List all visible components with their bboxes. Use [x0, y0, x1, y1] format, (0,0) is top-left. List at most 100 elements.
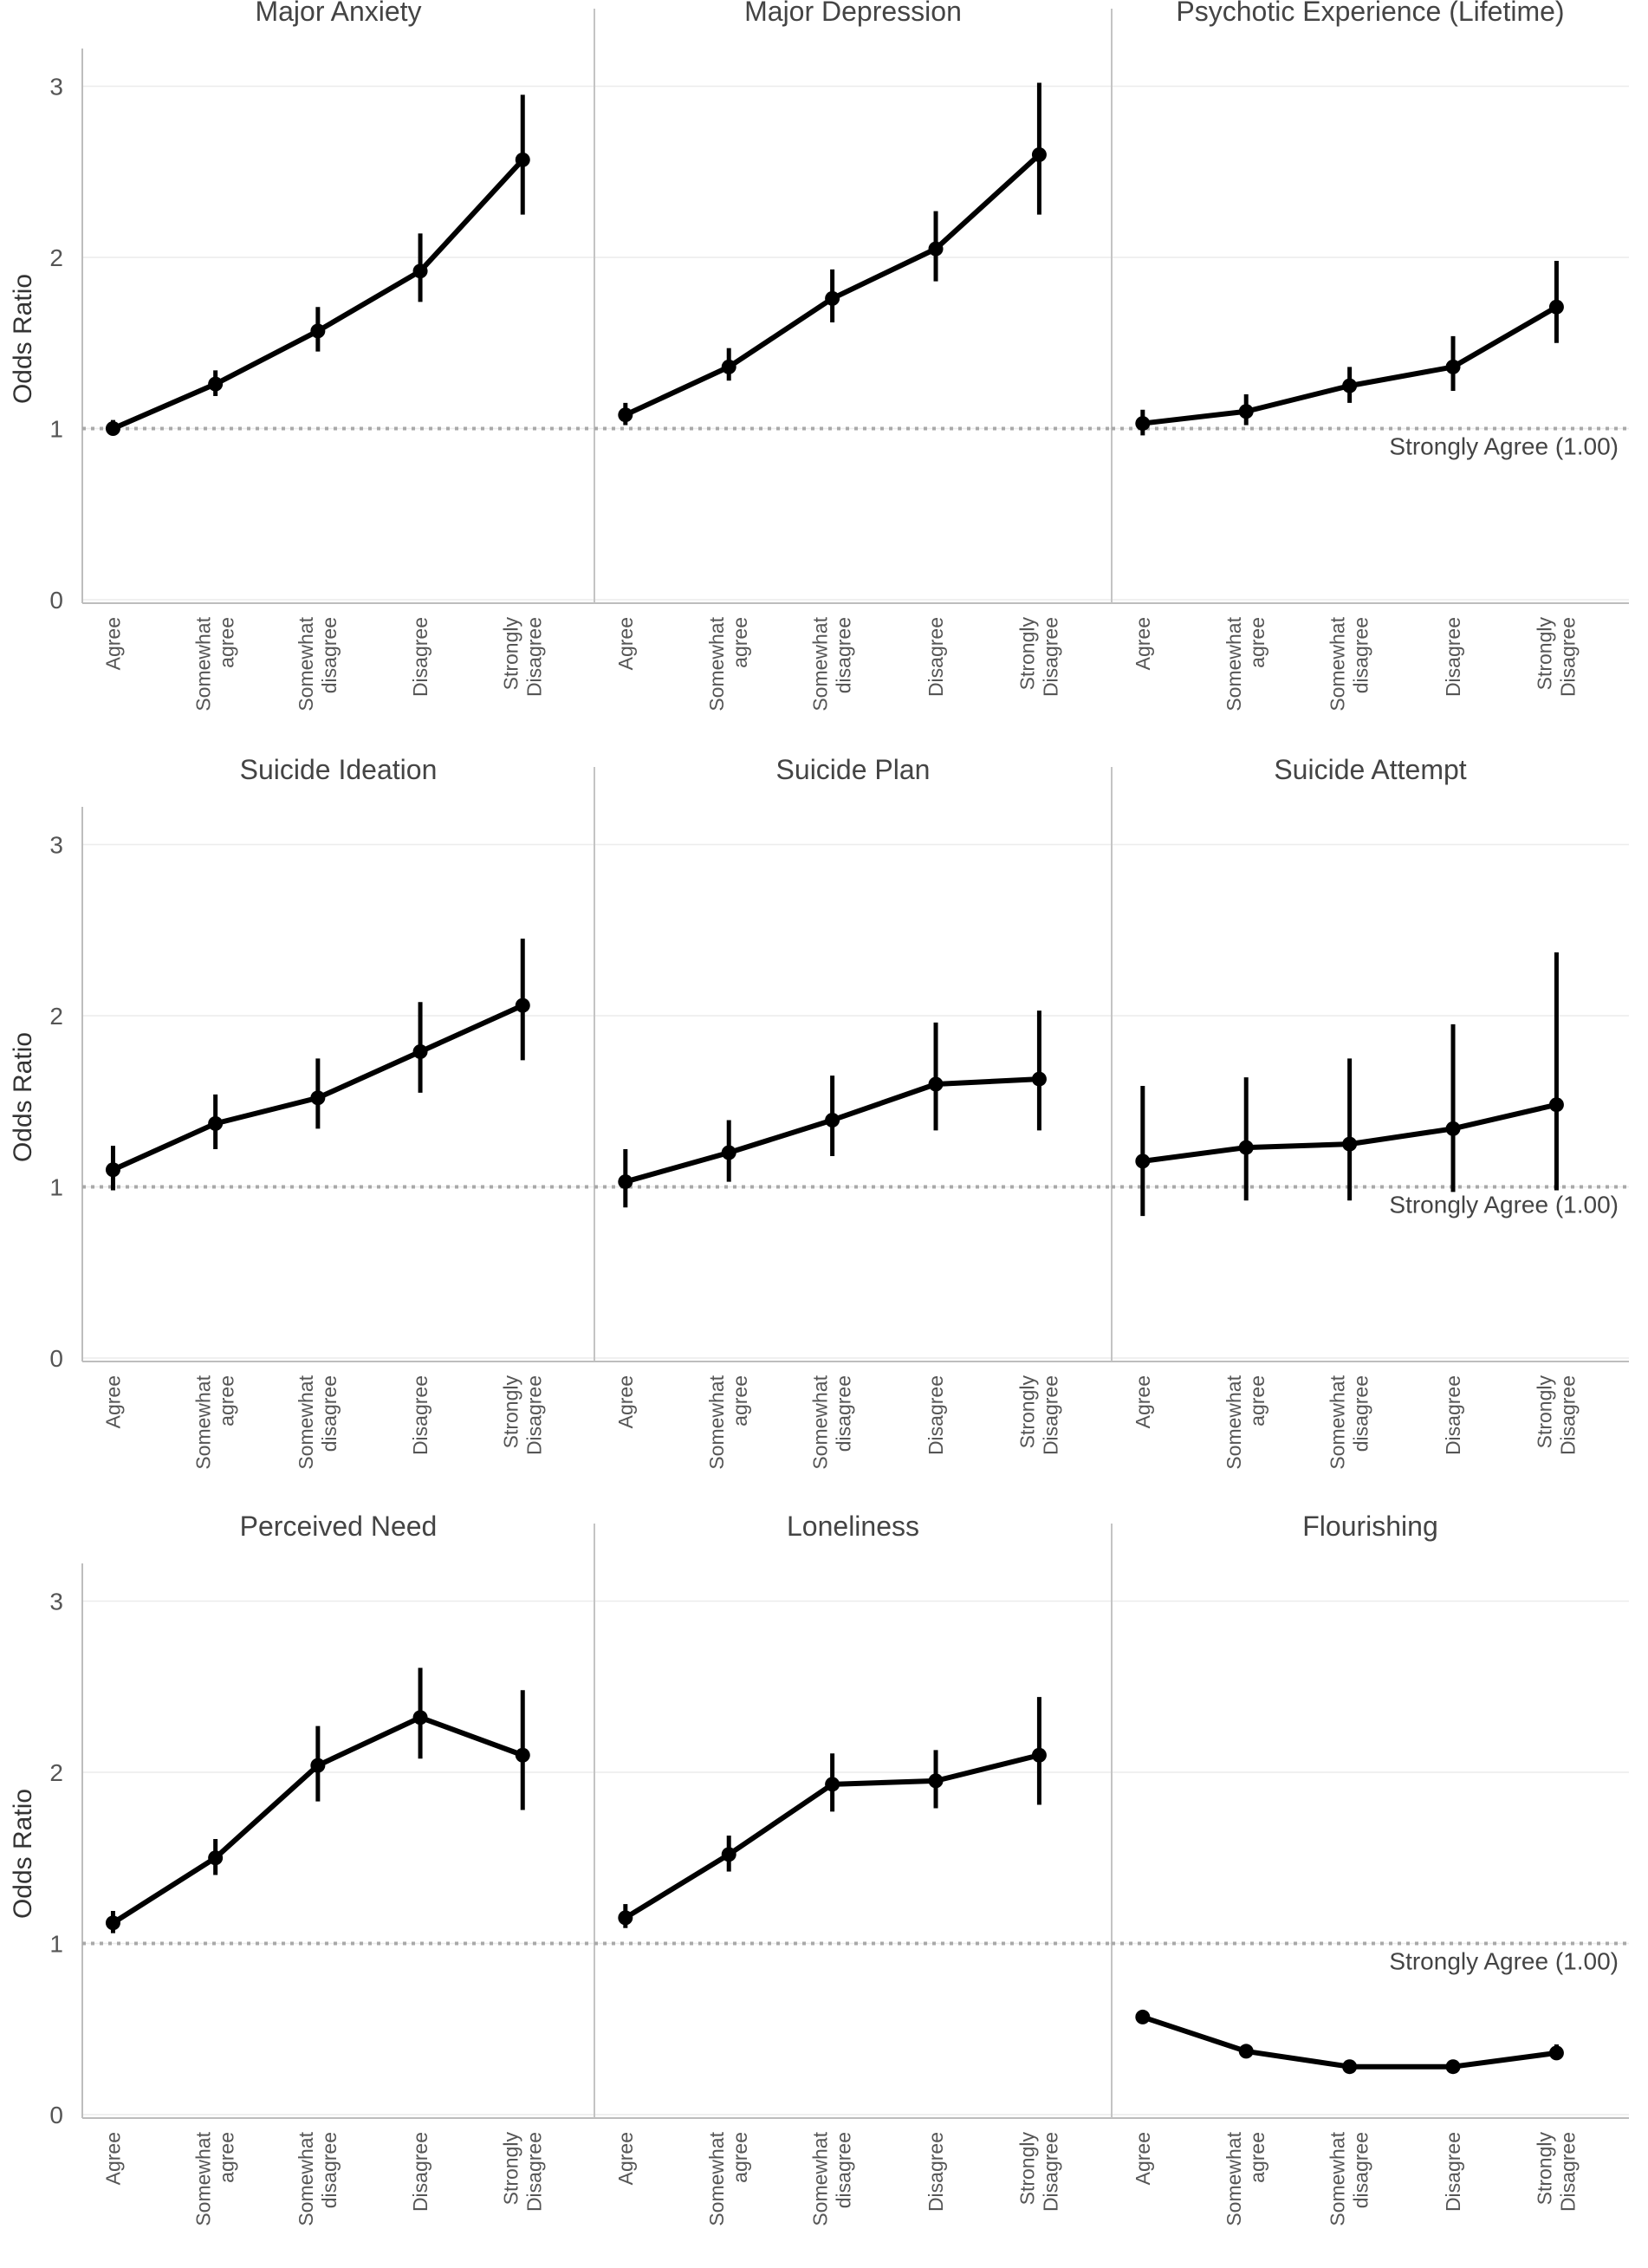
x-tick-label: Agree: [101, 2132, 124, 2185]
panel-title: Suicide Ideation: [240, 754, 438, 785]
data-point: [412, 1043, 428, 1059]
panel-7: Loneliness Agree Somewhatagree Somewhatdisa…: [594, 1511, 1112, 2226]
y-axis-label: Odds Ratio: [9, 1032, 37, 1162]
x-tick-label: StronglyDisagree: [1533, 1375, 1579, 1456]
x-tick-label: Somewhatagree: [705, 2131, 751, 2226]
data-point: [1445, 359, 1461, 374]
data-point: [928, 1076, 944, 1092]
x-tick-label: Somewhatagree: [1223, 616, 1268, 711]
x-tick-label: Agree: [1132, 1375, 1154, 1428]
x-tick-label: Disagree: [1442, 617, 1464, 697]
data-point: [1548, 299, 1564, 315]
x-tick-label: StronglyDisagree: [499, 2132, 545, 2213]
series-line: [1139, 304, 1560, 426]
panel-title: Perceived Need: [240, 1511, 438, 1542]
facet-grid: Major Anxiety 0 1 2 3 Odds Ratio Agree Somewhat…: [9, 0, 1629, 2226]
data-point: [1445, 2059, 1461, 2075]
data-point: [208, 376, 224, 392]
data-point: [1342, 1136, 1358, 1152]
x-tick-label: Disagree: [925, 2132, 947, 2212]
x-tick-label: StronglyDisagree: [1015, 1375, 1061, 1456]
data-point: [928, 241, 944, 257]
x-tick-label: Somewhatdisagree: [295, 2131, 341, 2226]
x-tick-label: Disagree: [1442, 2132, 1464, 2212]
x-tick-label: Disagree: [1442, 1375, 1464, 1455]
x-tick-label: Somewhatdisagree: [295, 1374, 341, 1469]
x-tick-label: Somewhatdisagree: [1327, 616, 1372, 711]
panel-5: Suicide Attempt Strongly Agree (1.00) Agre…: [1111, 754, 1629, 1470]
reference-label: Strongly Agree (1.00): [1389, 1192, 1619, 1218]
x-tick-label: Somewhatdisagree: [809, 1374, 855, 1469]
data-point: [1135, 416, 1151, 432]
x-tick-label: Somewhatdisagree: [809, 616, 855, 711]
data-point: [1135, 2009, 1151, 2024]
x-tick-label: Agree: [1132, 2132, 1154, 2185]
x-tick-label: StronglyDisagree: [1015, 2132, 1061, 2213]
y-axis-label: Odds Ratio: [9, 1789, 37, 1919]
data-point: [310, 323, 326, 339]
x-tick-label: StronglyDisagree: [499, 1375, 545, 1456]
y-tick-label: 1: [49, 416, 63, 443]
data-point: [412, 263, 428, 279]
data-point: [618, 407, 633, 423]
y-tick-label: 0: [49, 2102, 63, 2128]
x-tick-label: Disagree: [409, 2132, 431, 2212]
y-tick-label: 1: [49, 1931, 63, 1958]
x-tick-label: Disagree: [925, 1375, 947, 1455]
data-point: [105, 421, 120, 436]
x-tick-label: Agree: [614, 617, 637, 670]
data-point: [1238, 404, 1254, 419]
data-point: [618, 1910, 633, 1926]
x-tick-label: StronglyDisagree: [1533, 617, 1579, 698]
data-point: [825, 1777, 840, 1792]
panel-title: Flourishing: [1302, 1511, 1438, 1542]
y-tick-label: 3: [49, 1589, 63, 1615]
y-tick-label: 1: [49, 1174, 63, 1201]
y-tick-label: 2: [49, 244, 63, 271]
panel-title: Suicide Plan: [776, 754, 931, 785]
y-tick-label: 2: [49, 1003, 63, 1030]
data-point: [1031, 147, 1047, 162]
data-point: [208, 1115, 224, 1131]
x-tick-label: Somewhatdisagree: [809, 2131, 855, 2226]
data-point: [1342, 2059, 1358, 2075]
data-point: [310, 1090, 326, 1106]
data-point: [825, 1112, 840, 1128]
reference-label: Strongly Agree (1.00): [1389, 1948, 1619, 1975]
data-point: [1238, 2044, 1254, 2059]
x-tick-label: StronglyDisagree: [1533, 2132, 1579, 2213]
x-tick-label: Disagree: [409, 617, 431, 697]
panel-6: Perceived Need 0 1 2 3 Odds Ratio Agree Somewha…: [9, 1511, 594, 2226]
data-point: [1548, 1097, 1564, 1113]
x-tick-label: Somewhatdisagree: [295, 616, 341, 711]
data-point: [1445, 1121, 1461, 1136]
x-tick-label: Somewhatagree: [1223, 1374, 1268, 1469]
y-tick-label: 3: [49, 832, 63, 859]
x-tick-label: Somewhatagree: [705, 1374, 751, 1469]
x-tick-label: StronglyDisagree: [1015, 617, 1061, 698]
panel-title: Loneliness: [787, 1511, 919, 1542]
data-point: [618, 1174, 633, 1190]
data-point: [928, 1773, 944, 1789]
data-point: [105, 1915, 120, 1931]
panel-title: Suicide Attempt: [1274, 754, 1466, 785]
data-point: [1135, 1153, 1151, 1169]
y-tick-label: 2: [49, 1759, 63, 1786]
data-point: [105, 1162, 120, 1178]
x-tick-label: Agree: [614, 2132, 637, 2185]
data-point: [412, 1710, 428, 1725]
data-point: [1548, 2045, 1564, 2061]
panel-1: Major Depression Agree Somewhatagree Somewh…: [594, 0, 1112, 712]
data-point: [310, 1758, 326, 1773]
data-point: [1238, 1140, 1254, 1155]
panel-title: Psychotic Experience (Lifetime): [1176, 0, 1564, 27]
x-tick-label: Somewhatdisagree: [1327, 2131, 1372, 2226]
x-tick-label: Somewhatagree: [192, 1374, 238, 1469]
x-tick-label: Disagree: [409, 1375, 431, 1455]
panel-4: Suicide Plan Agree Somewhatagree Somewhatdi…: [594, 754, 1112, 1470]
x-tick-label: Somewhatagree: [192, 2131, 238, 2226]
x-tick-label: Agree: [101, 1375, 124, 1428]
data-point: [208, 1850, 224, 1866]
panel-8: Flourishing Strongly Agree (1.00) Agree Som…: [1111, 1511, 1629, 2226]
reference-label: Strongly Agree (1.00): [1389, 433, 1619, 460]
